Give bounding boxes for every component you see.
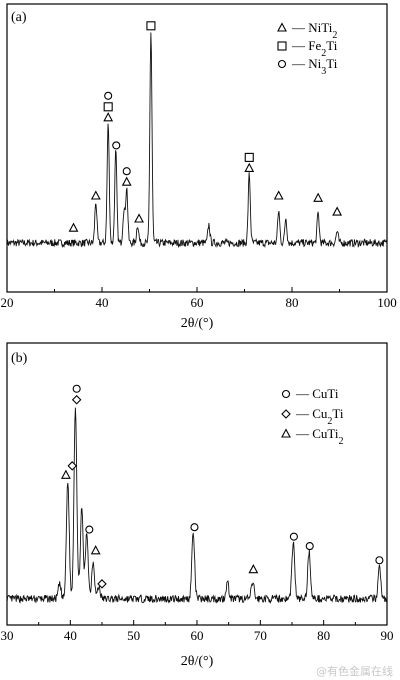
panel-b-pattern-line xyxy=(6,407,388,604)
panel-b-legend-label-2: — CuTi2 xyxy=(295,426,344,447)
panel-a-tick-label-20: 20 xyxy=(1,295,14,310)
panel-a-legend: — NiTi2— Fe2Ti— Ni3Ti xyxy=(277,20,338,77)
panel-b-markers xyxy=(60,384,384,589)
panel-a-tick-label-40: 40 xyxy=(96,295,109,310)
panel-b-marker-circle-6 xyxy=(190,523,199,532)
panel-a-marker-triangle-10 xyxy=(332,206,343,216)
panel-b-marker-triangle-7 xyxy=(248,564,259,574)
panel-a-markers xyxy=(68,21,343,232)
panel-a-label: (a) xyxy=(11,10,27,25)
panel-b-xlabel: 2θ/(°) xyxy=(181,654,214,669)
panel-a-marker-triangle-5 xyxy=(134,213,144,223)
panel-a-marker-triangle-4 xyxy=(121,176,132,186)
panel-b-tick-label-40: 40 xyxy=(64,628,77,643)
panel-a-marker-circle-4 xyxy=(122,167,131,176)
panel-a-marker-circle-2 xyxy=(104,91,113,100)
panel-b-legend: — CuTi — Cu2Ti— CuTi2 xyxy=(281,386,344,447)
panel-b-marker-triangle-0 xyxy=(60,469,71,479)
panel-a-legend-label-1: — Fe2Ti xyxy=(291,38,338,59)
panel-a-marker-triangle-0 xyxy=(68,222,79,232)
panel-a-legend-circle-icon xyxy=(277,59,287,69)
panel-b-marker-circle-2 xyxy=(72,384,81,393)
panel-b-marker-circle-9 xyxy=(305,542,314,551)
panel-b-marker-diamond-1 xyxy=(67,461,78,471)
panel-b-marker-circle-3 xyxy=(85,525,94,534)
panel-b-legend-diamond-icon xyxy=(281,409,291,419)
panel-a-legend-square-icon xyxy=(277,41,287,51)
panel-b-legend-label-0: — CuTi xyxy=(295,386,339,401)
panel-b-legend-label-1: — Cu2Ti xyxy=(295,406,344,427)
panel-a-marker-triangle-2 xyxy=(103,112,114,122)
panel-a-marker-triangle-9 xyxy=(313,192,324,202)
panel-a-marker-square-7 xyxy=(244,152,254,162)
panel-b-marker-diamond-5 xyxy=(97,579,107,589)
watermark: @有色金属在线 xyxy=(316,664,393,678)
panel-b-marker-circle-8 xyxy=(289,532,298,541)
panel-b-marker-circle-10 xyxy=(375,556,384,565)
panel-b-legend-circle-icon xyxy=(281,389,291,399)
panel-a-legend-triangle-icon xyxy=(277,22,287,32)
panel-b-tick-label-30: 30 xyxy=(1,628,14,643)
panel-a: (a) 20 40 60 80 100 — NiTi2— Fe2Ti— Ni3Ti 2θ… xyxy=(1,3,397,331)
panel-a-legend-label-0: — NiTi2 xyxy=(291,20,337,41)
panel-b-legend-triangle-icon xyxy=(281,428,291,438)
panel-a-tick-label-60: 60 xyxy=(191,295,204,310)
panel-b-marker-diamond-2 xyxy=(71,394,82,405)
panel-b-tick-label-80: 80 xyxy=(317,628,330,643)
panel-a-xlabel: 2θ/(°) xyxy=(181,316,214,331)
panel-a-tick-label-80: 80 xyxy=(286,295,299,310)
panel-a-marker-square-6 xyxy=(146,21,156,31)
panel-a-marker-triangle-1 xyxy=(90,190,101,200)
panel-b-tick-label-70: 70 xyxy=(254,628,267,643)
panel-b-trace xyxy=(6,407,388,604)
panel-a-pattern-line xyxy=(6,32,388,249)
panel-a-marker-circle-3 xyxy=(112,141,121,150)
panel-b: (b) 30 40 50 60 70 80 90 — CuTi— Cu2Ti— CuTi2 … xyxy=(1,342,394,669)
panel-a-marker-triangle-7 xyxy=(244,162,255,172)
panel-a-trace xyxy=(6,32,388,249)
panel-b-ticks: 30 40 50 60 70 80 90 xyxy=(1,620,394,643)
panel-a-marker-square-2 xyxy=(103,102,113,112)
panel-a-legend-label-2: — Ni3Ti xyxy=(291,56,338,77)
panel-b-tick-label-50: 50 xyxy=(127,628,140,643)
panel-b-label: (b) xyxy=(11,351,28,366)
panel-a-marker-triangle-8 xyxy=(273,190,284,200)
panel-b-tick-label-60: 60 xyxy=(191,628,204,643)
panel-b-marker-triangle-4 xyxy=(90,545,101,555)
panel-a-tick-label-100: 100 xyxy=(377,295,397,310)
panel-a-ticks: 20 40 60 80 100 xyxy=(1,287,397,310)
panel-b-tick-label-90: 90 xyxy=(381,628,394,643)
